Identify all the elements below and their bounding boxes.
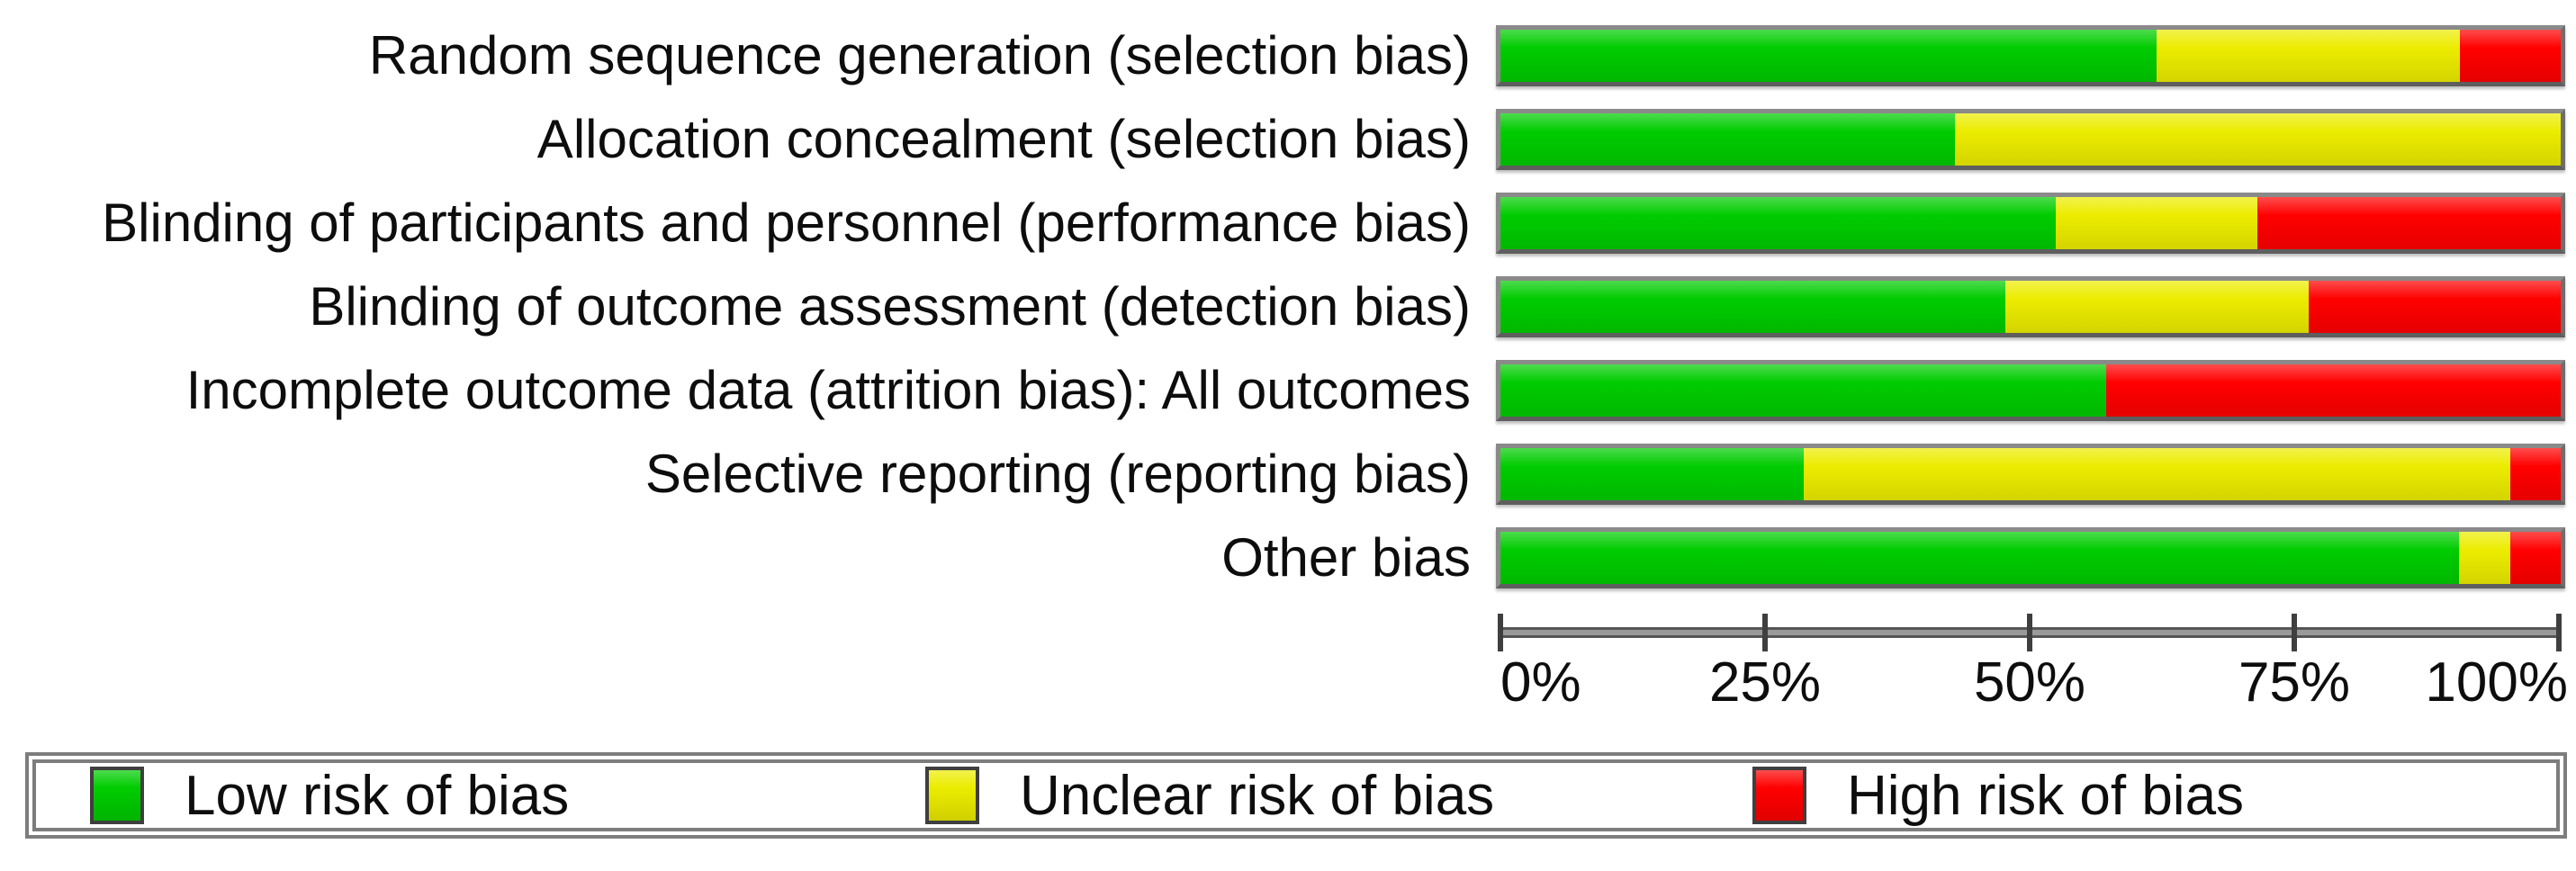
bar-segment-high — [2308, 281, 2561, 333]
legend-entry: Unclear risk of bias — [925, 763, 1494, 828]
bar-segment-unclear — [1955, 113, 2561, 166]
stacked-bar — [1496, 193, 2565, 254]
bar-segment-unclear — [2157, 30, 2461, 82]
x-axis-tick-label: 50% — [1973, 651, 2086, 714]
row-label: Incomplete outcome data (attrition bias)… — [185, 360, 1471, 420]
x-axis-tick — [1762, 614, 1768, 651]
bar-segment-unclear — [2459, 532, 2510, 584]
x-axis-tick — [2556, 614, 2562, 651]
row-label: Selective reporting (reporting bias) — [644, 444, 1471, 504]
stacked-bar — [1496, 527, 2565, 588]
stacked-bar — [1496, 25, 2565, 86]
stacked-bar — [1496, 109, 2565, 170]
bar-segment-high — [2257, 197, 2561, 249]
row-label: Blinding of participants and personnel (… — [102, 193, 1471, 253]
bar-segment-unclear — [2004, 281, 2309, 333]
x-axis-tick — [2292, 614, 2297, 651]
legend-label: High risk of bias — [1847, 764, 2245, 827]
x-axis-tick-label: 25% — [1708, 651, 1822, 714]
bar-segment-high — [2509, 532, 2561, 584]
stacked-bar — [1496, 276, 2565, 337]
bar-segment-low — [1500, 364, 2106, 417]
bar-segment-unclear — [1803, 448, 2510, 500]
bar-segment-low — [1500, 532, 2460, 584]
bar-segment-low — [1500, 113, 1956, 166]
x-axis-tick-label: 75% — [2238, 651, 2351, 714]
bar-segment-high — [2105, 364, 2561, 417]
bar-segment-low — [1500, 281, 2005, 333]
row-label: Blinding of outcome assessment (detectio… — [309, 276, 1471, 337]
legend-entry: High risk of bias — [1752, 763, 2244, 828]
x-axis-tick-label: 100% — [2425, 651, 2568, 714]
x-axis-tick — [1498, 614, 1503, 651]
x-axis-tick — [2027, 614, 2032, 651]
row-label: Random sequence generation (selection bi… — [368, 25, 1471, 85]
row-label: Other bias — [1221, 527, 1471, 588]
bar-segment-high — [2460, 30, 2561, 82]
legend-swatch-low-risk — [90, 767, 144, 824]
legend-box: Low risk of bias Unclear risk of bias High… — [25, 752, 2567, 839]
bar-segment-low — [1500, 448, 1804, 500]
legend-entry: Low risk of bias — [90, 763, 569, 828]
bar-segment-low — [1500, 30, 2157, 82]
row-label: Allocation concealment (selection bias) — [536, 109, 1471, 169]
bar-segment-unclear — [2056, 197, 2258, 249]
x-axis-tick-label: 0% — [1500, 651, 1581, 714]
stacked-bar — [1496, 360, 2565, 421]
stacked-bar — [1496, 444, 2565, 505]
legend-label: Low risk of bias — [185, 764, 570, 827]
bar-segment-low — [1500, 197, 2057, 249]
legend-label: Unclear risk of bias — [1020, 764, 1495, 827]
legend-swatch-unclear-risk — [925, 767, 979, 824]
legend-swatch-high-risk — [1752, 767, 1806, 824]
bar-segment-high — [2509, 448, 2561, 500]
